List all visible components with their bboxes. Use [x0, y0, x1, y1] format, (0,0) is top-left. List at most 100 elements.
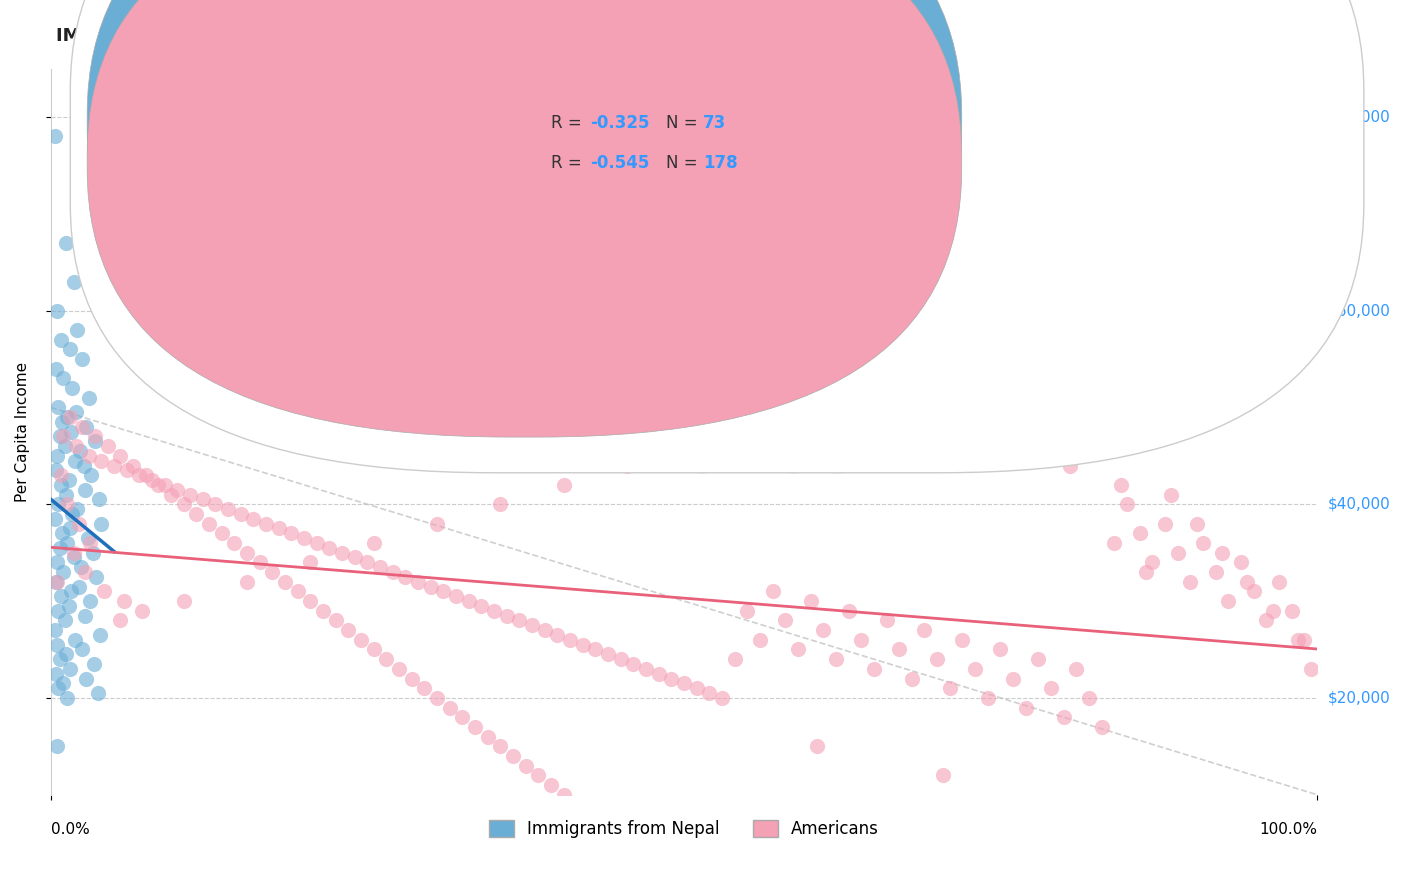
Point — [742, 419, 765, 434]
Point — [502, 749, 524, 764]
Point — [65, 439, 87, 453]
Point — [413, 681, 436, 696]
Point — [312, 604, 335, 618]
Point — [56, 410, 79, 425]
Point — [1129, 526, 1152, 541]
Point — [72, 642, 94, 657]
Point — [363, 536, 385, 550]
Point — [53, 614, 76, 628]
Point — [799, 594, 821, 608]
Point — [49, 333, 72, 347]
Point — [1299, 662, 1322, 676]
Point — [1281, 604, 1303, 618]
Point — [173, 497, 195, 511]
Point — [45, 361, 67, 376]
Text: $60,000: $60,000 — [1329, 303, 1391, 318]
Point — [1236, 574, 1258, 589]
Point — [179, 487, 201, 501]
Point — [748, 632, 770, 647]
Point — [343, 550, 366, 565]
Point — [375, 652, 398, 666]
Point — [773, 614, 796, 628]
Point — [1142, 555, 1164, 569]
Point — [52, 371, 75, 385]
Text: atlas: atlas — [683, 419, 858, 488]
Point — [1104, 536, 1126, 550]
Text: N =: N = — [666, 114, 703, 132]
Point — [52, 565, 75, 579]
Point — [59, 662, 82, 676]
Point — [571, 638, 593, 652]
Point — [249, 555, 271, 569]
Point — [110, 614, 132, 628]
Point — [224, 536, 246, 550]
Point — [46, 303, 69, 318]
Point — [153, 478, 176, 492]
Text: 100.0%: 100.0% — [1258, 822, 1317, 838]
Point — [444, 589, 467, 603]
Point — [901, 672, 924, 686]
Point — [299, 555, 322, 569]
Point — [67, 580, 90, 594]
Point — [52, 676, 75, 690]
Point — [634, 662, 657, 676]
Point — [1211, 546, 1233, 560]
Point — [110, 449, 132, 463]
Point — [73, 458, 96, 473]
Point — [824, 652, 846, 666]
Point — [477, 730, 499, 744]
Point — [735, 604, 758, 618]
Point — [1002, 672, 1025, 686]
Point — [51, 526, 73, 541]
Point — [419, 580, 441, 594]
Point — [48, 652, 70, 666]
Point — [60, 584, 83, 599]
Point — [90, 453, 112, 467]
Point — [546, 628, 568, 642]
Point — [876, 614, 898, 628]
Point — [609, 652, 631, 666]
Text: N =: N = — [666, 154, 703, 172]
Point — [553, 478, 575, 492]
Point — [1053, 710, 1076, 724]
Point — [482, 604, 505, 618]
Point — [274, 574, 297, 589]
Point — [838, 604, 860, 618]
Point — [1205, 565, 1227, 579]
Text: 0.0%: 0.0% — [51, 822, 90, 838]
Point — [426, 690, 449, 705]
Text: $40,000: $40,000 — [1329, 497, 1391, 512]
Point — [583, 642, 606, 657]
Point — [254, 516, 277, 531]
Point — [1116, 497, 1139, 511]
Point — [67, 516, 90, 531]
Point — [1185, 516, 1208, 531]
Point — [77, 391, 100, 405]
Point — [82, 546, 104, 560]
Text: -0.325: -0.325 — [591, 114, 650, 132]
Point — [56, 690, 79, 705]
Point — [191, 492, 214, 507]
Point — [1154, 516, 1177, 531]
Text: 178: 178 — [703, 154, 738, 172]
Point — [723, 652, 745, 666]
Point — [62, 550, 84, 565]
Point — [73, 608, 96, 623]
Point — [80, 468, 103, 483]
Point — [72, 351, 94, 366]
Point — [388, 662, 411, 676]
Point — [451, 710, 474, 724]
Point — [869, 449, 891, 463]
Point — [1109, 478, 1132, 492]
Point — [489, 739, 512, 754]
Point — [242, 512, 264, 526]
Point — [1015, 700, 1038, 714]
Point — [45, 574, 67, 589]
Point — [46, 574, 69, 589]
Point — [97, 439, 120, 453]
Point — [55, 235, 77, 250]
Point — [267, 521, 290, 535]
Text: IMMIGRANTS FROM NEPAL VS AMERICAN PER CAPITA INCOME CORRELATION CHART: IMMIGRANTS FROM NEPAL VS AMERICAN PER CA… — [56, 27, 901, 45]
Point — [995, 429, 1018, 443]
Point — [457, 594, 479, 608]
